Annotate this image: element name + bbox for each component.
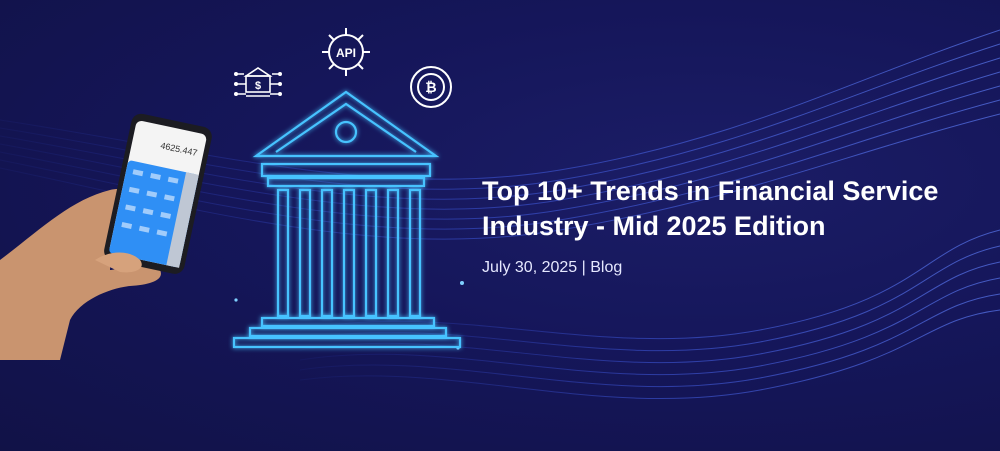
article-title-line-1: Top 10+ Trends in Financial Service	[482, 176, 939, 206]
bitcoin-icon: ₿	[410, 66, 452, 108]
svg-text:₿: ₿	[425, 80, 436, 96]
phone-in-hand-image: 4625.447	[0, 113, 212, 360]
article-title[interactable]: Top 10+ Trends in Financial Service Indu…	[482, 174, 982, 244]
bank-circuit-icon: $	[234, 67, 282, 97]
meta-separator: |	[577, 259, 591, 276]
api-gear-icon: API	[322, 28, 370, 76]
article-category-link[interactable]: Blog	[590, 259, 623, 276]
svg-text:$: $	[255, 80, 261, 92]
article-meta: July 30, 2025 | Blog	[482, 259, 622, 277]
bank-building-icon	[232, 90, 462, 349]
svg-text:API: API	[336, 46, 356, 60]
article-date: July 30, 2025	[482, 259, 578, 276]
article-title-line-2: Industry - Mid 2025 Edition	[482, 211, 826, 241]
